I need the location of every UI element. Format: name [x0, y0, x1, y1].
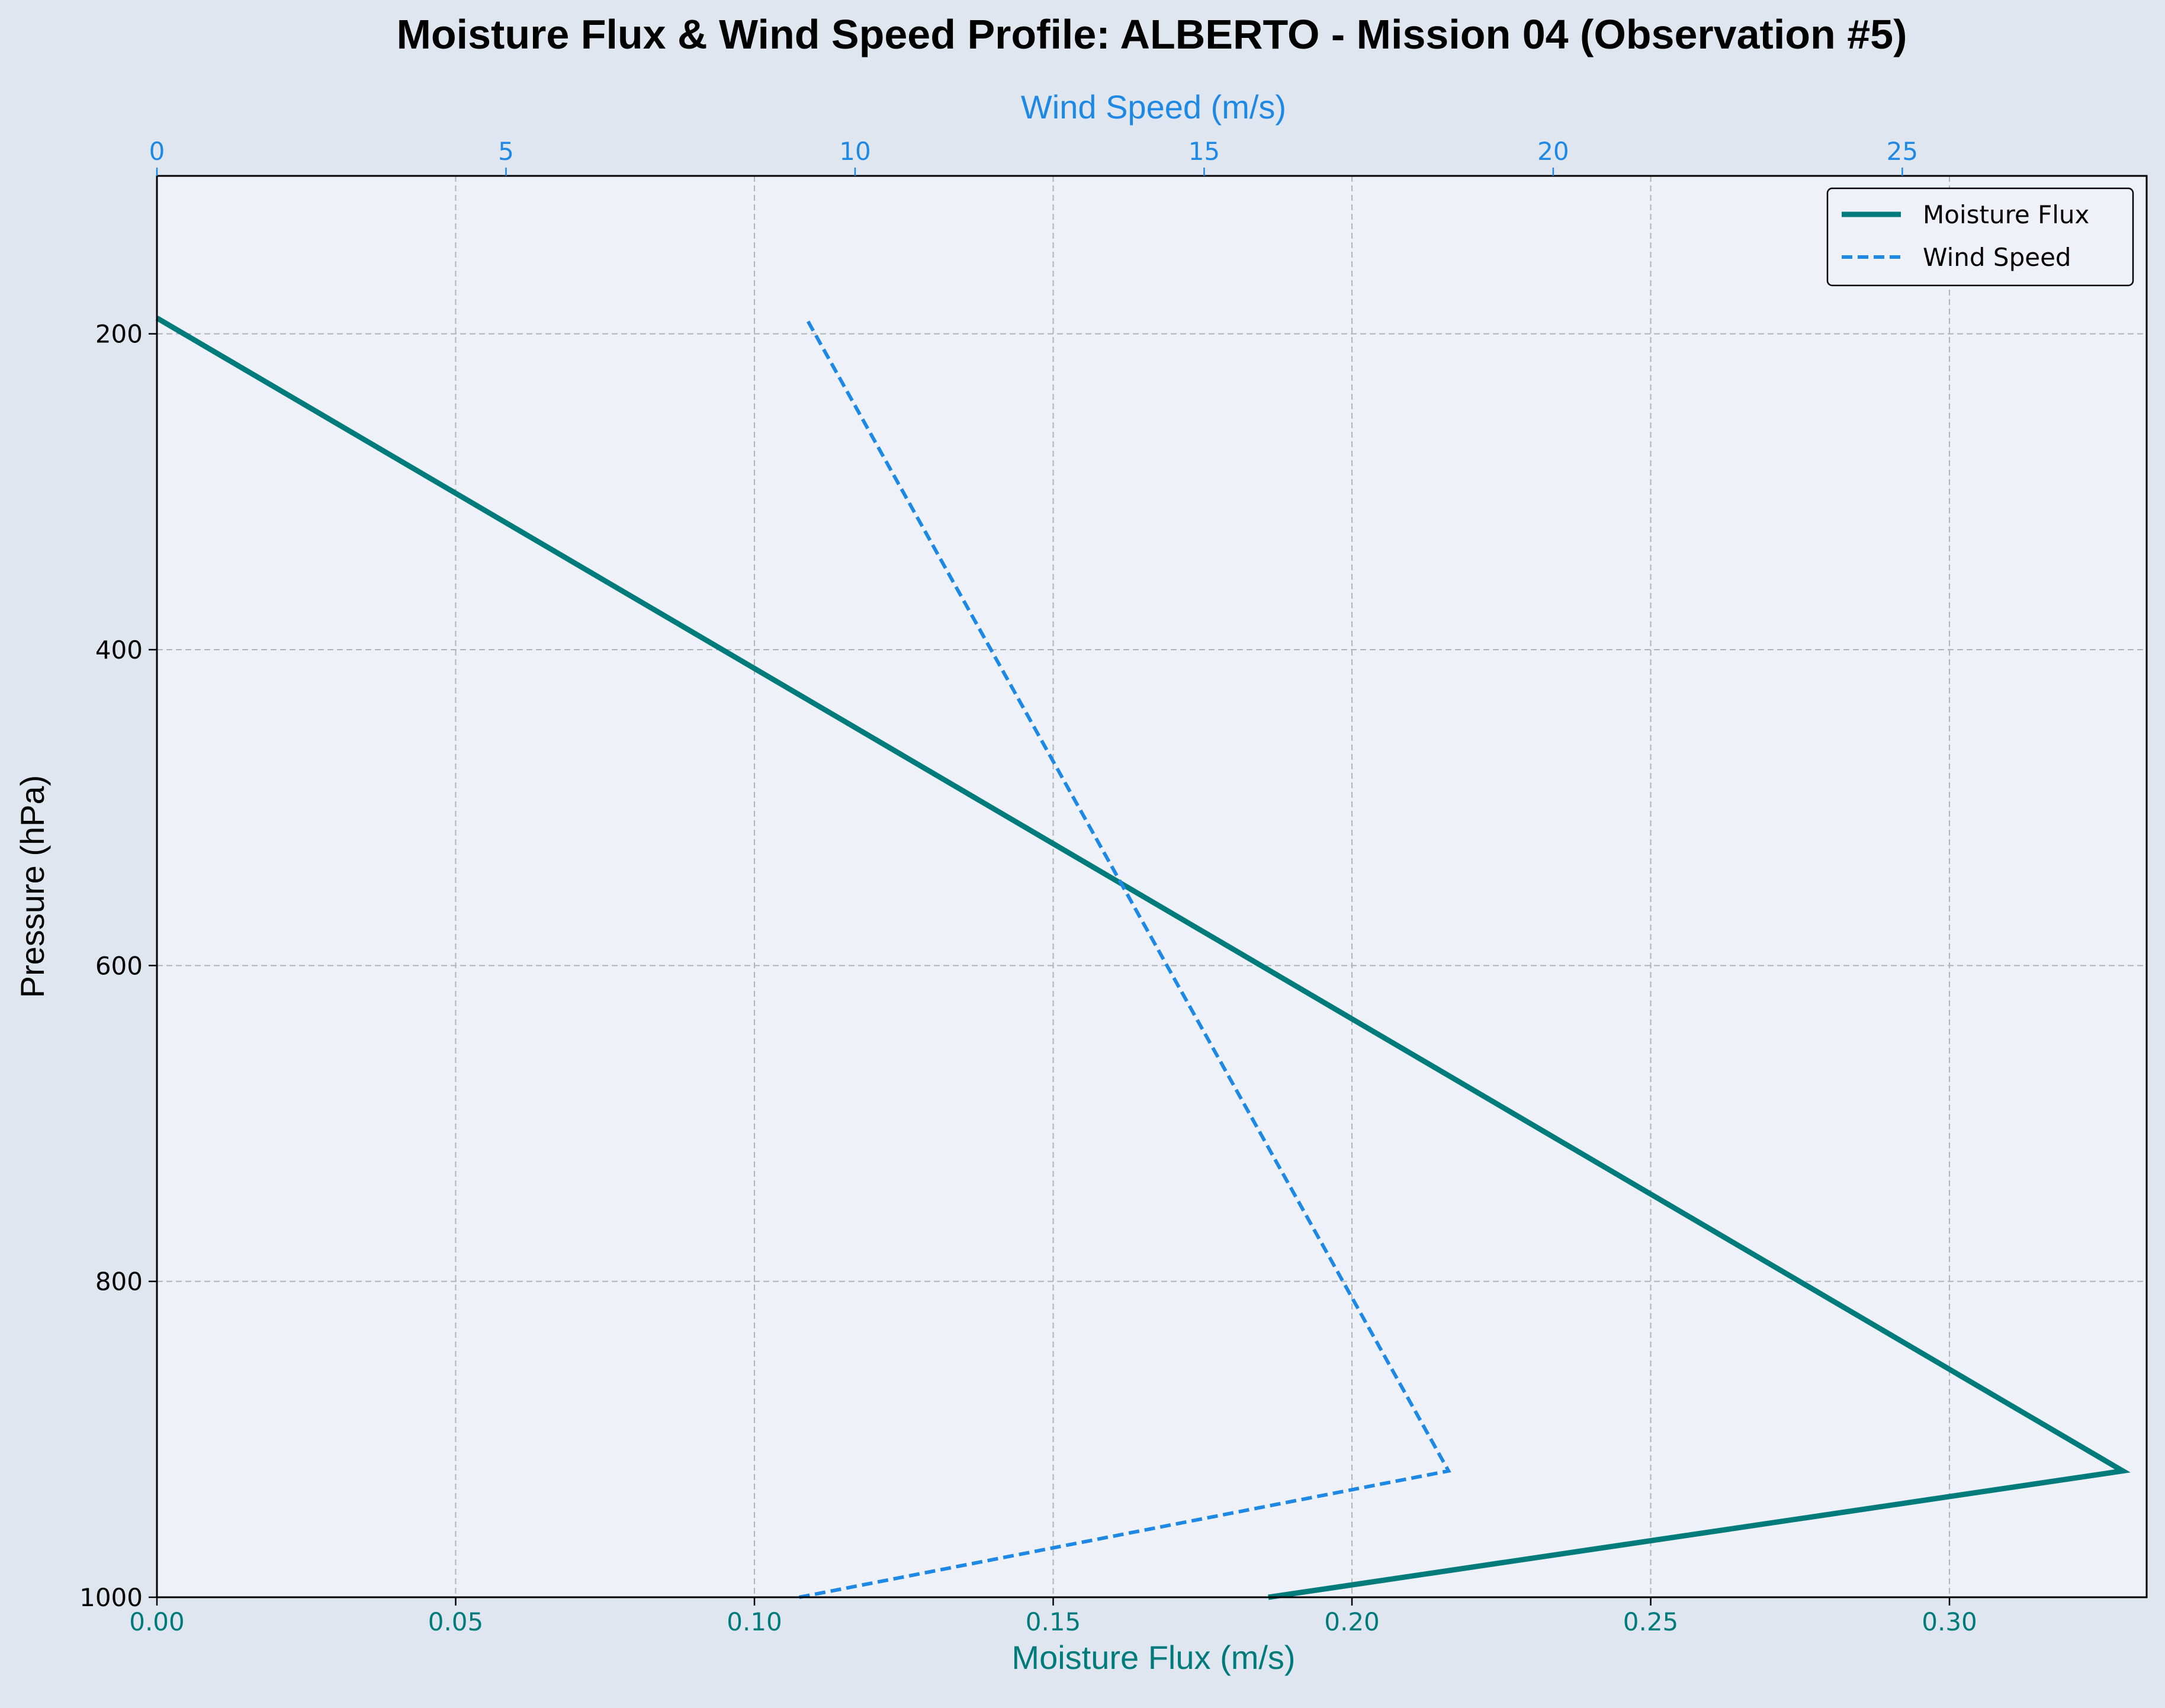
series-lines [155, 316, 2131, 1600]
grid [156, 176, 2147, 1598]
legend: Moisture Flux Wind Speed [1826, 187, 2134, 287]
y-tick-label: 200 [95, 320, 143, 349]
legend-label-moisture-flux: Moisture Flux [1923, 200, 2089, 229]
x-tick-label-bottom: 0.30 [1922, 1607, 1977, 1636]
x-tick-label-top: 20 [1537, 137, 1569, 166]
x-tick-label-bottom: 0.20 [1324, 1607, 1380, 1636]
x-tick-label-bottom: 0.00 [129, 1607, 185, 1636]
x-tick-label-top: 15 [1188, 137, 1220, 166]
x-tick-label-top: 5 [498, 137, 514, 166]
bottom-axis-label: Moisture Flux (m/s) [1011, 1639, 1295, 1676]
y-tick-label: 400 [95, 635, 143, 664]
x-tick-label-top: 0 [149, 137, 165, 166]
x-tick-label-top: 25 [1887, 137, 1918, 166]
x-tick-label-bottom: 0.10 [727, 1607, 782, 1636]
y-tick-label: 800 [95, 1267, 143, 1296]
x-tick-label-bottom: 0.15 [1026, 1607, 1081, 1636]
y-axis-label: Pressure (hPa) [14, 775, 51, 999]
x-tick-label-bottom: 0.05 [428, 1607, 484, 1636]
chart-title: Moisture Flux & Wind Speed Profile: ALBE… [397, 11, 1907, 57]
series-line-moisture-flux [155, 316, 2131, 1600]
plot-background [157, 176, 2147, 1597]
x-tick-label-top: 10 [839, 137, 871, 166]
y-tick-label: 600 [95, 951, 143, 980]
plot-frame [156, 175, 2148, 1598]
series-line-wind-speed [799, 317, 1451, 1599]
legend-box [1826, 187, 2134, 287]
axis-ticks: 0.00 0.05 0.10 0.15 0.20 0.25 0.30 0 5 10 15 20 25 20… [79, 137, 1977, 1636]
x-tick-label-bottom: 0.25 [1623, 1607, 1679, 1636]
legend-label-wind-speed: Wind Speed [1923, 243, 2071, 272]
top-axis-label: Wind Speed (m/s) [1021, 88, 1286, 126]
y-tick-label: 1000 [79, 1583, 143, 1612]
